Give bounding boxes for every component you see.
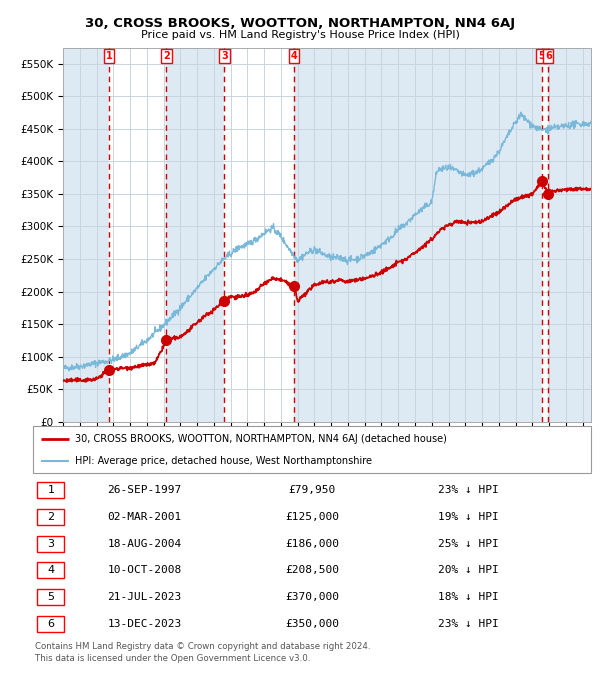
Text: 3: 3 <box>221 51 228 61</box>
Text: £370,000: £370,000 <box>285 592 339 602</box>
Text: 19% ↓ HPI: 19% ↓ HPI <box>438 512 499 522</box>
Bar <box>166 48 224 422</box>
Text: £350,000: £350,000 <box>285 619 339 629</box>
Text: £79,950: £79,950 <box>289 485 335 495</box>
FancyBboxPatch shape <box>37 482 64 498</box>
Text: 5: 5 <box>47 592 55 602</box>
Text: HPI: Average price, detached house, West Northamptonshire: HPI: Average price, detached house, West… <box>75 456 372 466</box>
Text: 18-AUG-2004: 18-AUG-2004 <box>107 539 182 549</box>
Bar <box>542 48 548 422</box>
Text: £186,000: £186,000 <box>285 539 339 549</box>
Text: 5: 5 <box>538 51 545 61</box>
Text: 6: 6 <box>47 619 55 629</box>
Bar <box>224 48 294 422</box>
Text: 4: 4 <box>290 51 298 61</box>
Text: 10-OCT-2008: 10-OCT-2008 <box>107 565 182 575</box>
Text: 23% ↓ HPI: 23% ↓ HPI <box>438 485 499 495</box>
Text: 2: 2 <box>47 512 55 522</box>
Text: £125,000: £125,000 <box>285 512 339 522</box>
FancyBboxPatch shape <box>37 589 64 605</box>
Text: £208,500: £208,500 <box>285 565 339 575</box>
Text: 18% ↓ HPI: 18% ↓ HPI <box>438 592 499 602</box>
Text: 2: 2 <box>163 51 170 61</box>
Text: This data is licensed under the Open Government Licence v3.0.: This data is licensed under the Open Gov… <box>35 654 310 663</box>
Bar <box>109 48 166 422</box>
Text: 23% ↓ HPI: 23% ↓ HPI <box>438 619 499 629</box>
Bar <box>548 48 591 422</box>
Text: 6: 6 <box>545 51 551 61</box>
Text: 25% ↓ HPI: 25% ↓ HPI <box>438 539 499 549</box>
FancyBboxPatch shape <box>37 536 64 551</box>
Text: 1: 1 <box>47 485 55 495</box>
Text: 26-SEP-1997: 26-SEP-1997 <box>107 485 182 495</box>
Text: 30, CROSS BROOKS, WOOTTON, NORTHAMPTON, NN4 6AJ (detached house): 30, CROSS BROOKS, WOOTTON, NORTHAMPTON, … <box>75 434 447 444</box>
FancyBboxPatch shape <box>37 616 64 632</box>
Text: Contains HM Land Registry data © Crown copyright and database right 2024.: Contains HM Land Registry data © Crown c… <box>35 642 370 651</box>
Text: 4: 4 <box>47 565 55 575</box>
FancyBboxPatch shape <box>33 426 591 473</box>
Text: 13-DEC-2023: 13-DEC-2023 <box>107 619 182 629</box>
Bar <box>63 48 109 422</box>
Text: 1: 1 <box>106 51 112 61</box>
Bar <box>294 48 542 422</box>
Text: 02-MAR-2001: 02-MAR-2001 <box>107 512 182 522</box>
Text: Price paid vs. HM Land Registry's House Price Index (HPI): Price paid vs. HM Land Registry's House … <box>140 30 460 40</box>
Text: 30, CROSS BROOKS, WOOTTON, NORTHAMPTON, NN4 6AJ: 30, CROSS BROOKS, WOOTTON, NORTHAMPTON, … <box>85 17 515 30</box>
FancyBboxPatch shape <box>37 562 64 578</box>
Text: 21-JUL-2023: 21-JUL-2023 <box>107 592 182 602</box>
FancyBboxPatch shape <box>37 509 64 525</box>
Text: 3: 3 <box>47 539 55 549</box>
Text: 20% ↓ HPI: 20% ↓ HPI <box>438 565 499 575</box>
